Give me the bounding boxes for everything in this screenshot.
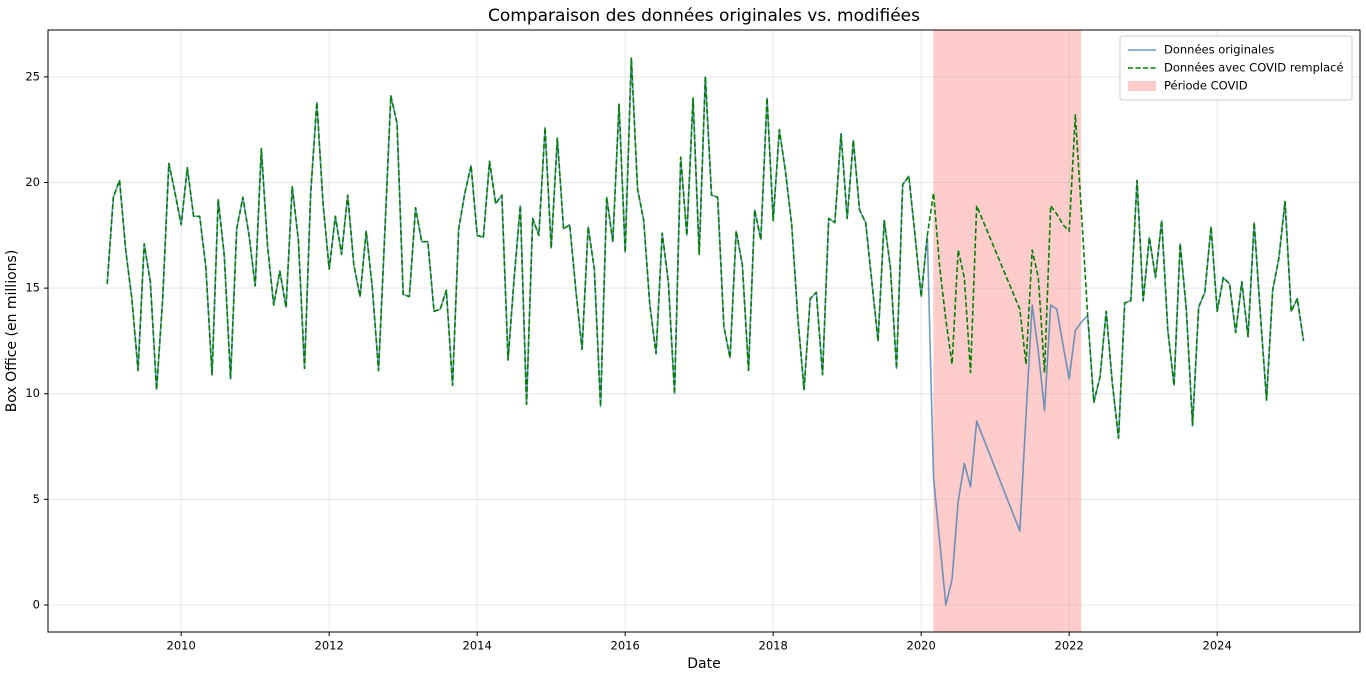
x-tick-label: 2022: [1055, 639, 1084, 653]
legend-label: Données avec COVID remplacé: [1164, 61, 1344, 75]
covid-span: [933, 30, 1082, 632]
y-axis-label: Box Office (en millions): [4, 250, 20, 413]
y-tick-label: 10: [25, 386, 40, 400]
x-tick-label: 2020: [907, 639, 936, 653]
legend-label: Période COVID: [1164, 79, 1248, 93]
x-tick-label: 2018: [759, 639, 788, 653]
y-tick-label: 15: [25, 281, 40, 295]
x-tick-label: 2014: [463, 639, 492, 653]
y-tick-label: 25: [25, 69, 40, 83]
x-tick-label: 2012: [315, 639, 344, 653]
y-tick-label: 5: [33, 492, 40, 506]
x-tick-label: 2010: [167, 639, 196, 653]
legend: Données originales Données avec COVID rem…: [1119, 35, 1353, 101]
legend-swatch: [1128, 81, 1156, 91]
series-line: [106, 57, 1305, 606]
y-tick-label: 20: [25, 175, 40, 189]
x-axis-label: Date: [687, 656, 720, 672]
plot-frame: [47, 29, 1361, 633]
chart-title: Comparaison des données originales vs. m…: [488, 6, 920, 26]
x-tick-label: 2016: [611, 639, 640, 653]
x-tick-label: 2024: [1203, 639, 1232, 653]
y-tick-label: 0: [33, 597, 40, 611]
legend-box: [1119, 35, 1353, 101]
legend-label: Données originales: [1164, 43, 1274, 57]
